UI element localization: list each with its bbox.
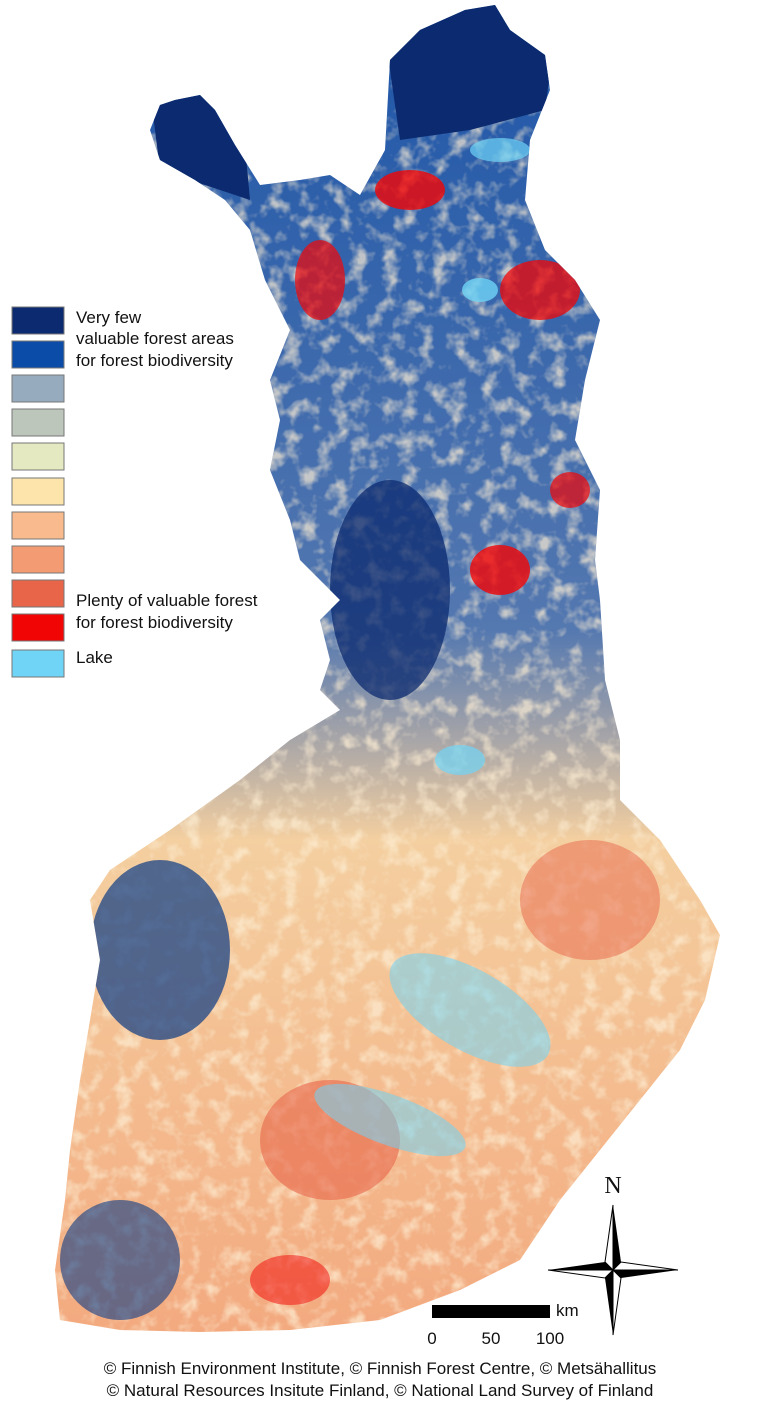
- scale-tick-label: 0: [427, 1329, 436, 1348]
- legend-swatch: [11, 340, 65, 369]
- legend-swatch: [11, 374, 65, 403]
- legend-swatch: [11, 613, 65, 642]
- legend-swatch: [11, 477, 65, 506]
- compass: N: [547, 1173, 679, 1336]
- legend-label: Plenty of valuable forest: [76, 591, 258, 610]
- legend-swatch: [11, 649, 65, 678]
- legend-label: valuable forest areas: [76, 329, 234, 348]
- scale-bar: km 0 50 100: [427, 1301, 578, 1348]
- legend-swatch: [11, 408, 65, 437]
- scale-tick-label: 100: [536, 1329, 564, 1348]
- scale-unit: km: [556, 1301, 579, 1320]
- legend-swatch: [11, 511, 65, 540]
- credit-line: © Natural Resources Insitute Finland, © …: [107, 1381, 654, 1400]
- legend-label: Very few: [76, 308, 142, 327]
- legend-swatch: [11, 545, 65, 574]
- scale-tick-label: 50: [482, 1329, 501, 1348]
- legend: Very few valuable forest areas for fores…: [11, 306, 258, 678]
- scale-bar-rect: [432, 1305, 550, 1318]
- legend-label: for forest biodiversity: [76, 613, 233, 632]
- legend-swatch: [11, 306, 65, 335]
- compass-label: N: [604, 1173, 621, 1199]
- legend-label: for forest biodiversity: [76, 351, 233, 370]
- legend-swatch: [11, 579, 65, 608]
- legend-swatch: [11, 442, 65, 471]
- credit-line: © Finnish Environment Institute, © Finni…: [104, 1359, 657, 1378]
- legend-label: Lake: [76, 648, 113, 667]
